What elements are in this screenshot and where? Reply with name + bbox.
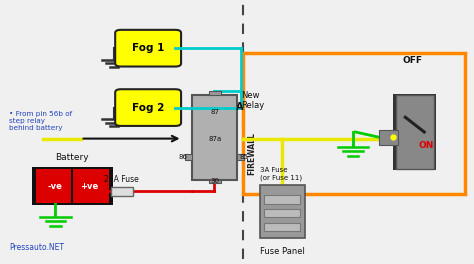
Text: 87: 87 <box>210 109 219 115</box>
Text: Fog 1: Fog 1 <box>132 43 164 53</box>
FancyBboxPatch shape <box>115 89 181 126</box>
Bar <box>260 185 305 238</box>
Bar <box>209 180 221 183</box>
Text: Fuse Panel: Fuse Panel <box>260 247 305 256</box>
Bar <box>36 169 109 203</box>
Bar <box>379 130 398 145</box>
Text: 3A Fuse
(or Fuse 11): 3A Fuse (or Fuse 11) <box>260 167 302 181</box>
Bar <box>264 223 300 231</box>
Bar <box>237 154 244 160</box>
Bar <box>393 94 436 170</box>
Bar <box>264 195 300 204</box>
Text: -ve: -ve <box>48 182 63 191</box>
Text: FIREWALL: FIREWALL <box>247 132 256 175</box>
Text: 86: 86 <box>179 154 188 160</box>
FancyBboxPatch shape <box>115 30 181 67</box>
Bar <box>32 167 113 205</box>
Text: 85: 85 <box>240 154 248 160</box>
Bar <box>185 154 192 160</box>
Text: Fog 2: Fog 2 <box>132 103 164 112</box>
Bar <box>264 209 300 217</box>
Text: • From pin 56b of
step relay
behind battery: • From pin 56b of step relay behind batt… <box>9 111 73 131</box>
Text: 25A Fuse: 25A Fuse <box>104 175 139 184</box>
Text: OFF: OFF <box>402 56 422 65</box>
Text: ON: ON <box>419 141 434 150</box>
Text: 87a: 87a <box>208 136 221 142</box>
Text: New
Relay: New Relay <box>241 91 264 110</box>
Bar <box>243 53 465 194</box>
Text: 30: 30 <box>210 178 219 184</box>
Bar <box>192 95 237 180</box>
Text: Pressauto.NET: Pressauto.NET <box>9 243 64 252</box>
Text: +ve: +ve <box>80 182 98 191</box>
Text: Battery: Battery <box>55 153 89 162</box>
Bar <box>111 187 133 196</box>
Bar <box>209 91 221 95</box>
Bar <box>396 95 434 169</box>
Text: A: A <box>236 102 243 112</box>
